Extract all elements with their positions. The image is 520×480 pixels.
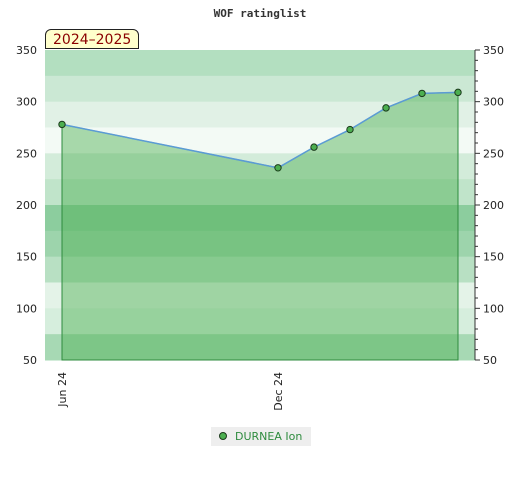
y-tick-label-right: 150	[483, 251, 504, 264]
data-point	[58, 120, 66, 129]
data-point	[274, 164, 282, 172]
y-tick-label-right: 50	[483, 354, 497, 367]
axes: 50 50 100 100 150 150 200 200 250 250 300 300 350 350…	[16, 44, 504, 411]
grid-band	[45, 230, 475, 258]
legend-marker-icon	[219, 432, 227, 440]
grid-band	[45, 256, 475, 283]
data-point	[454, 88, 462, 97]
legend: DURNEA Ion	[211, 427, 311, 446]
background-bands	[45, 50, 475, 361]
grid-band	[45, 153, 475, 180]
x-tick-label: Jun 24	[56, 372, 69, 408]
grid-band	[45, 334, 475, 361]
y-tick-label-right: 100	[483, 302, 504, 315]
grid-band	[45, 50, 475, 77]
y-tick-label-left: 50	[23, 354, 37, 367]
season-badge: 2024–2025	[45, 29, 140, 49]
data-point	[418, 89, 426, 98]
data-point	[310, 143, 318, 151]
grid-band	[45, 205, 475, 232]
y-tick-label-right: 300	[483, 96, 504, 109]
y-tick-label-right: 250	[483, 147, 504, 160]
y-tick-label-left: 200	[16, 199, 37, 212]
y-tick-label-left: 100	[16, 302, 37, 315]
y-tick-label-left: 350	[16, 44, 37, 57]
y-tick-label-right: 350	[483, 44, 504, 57]
grid-band	[45, 179, 475, 206]
grid-band	[45, 101, 475, 128]
grid-band	[45, 75, 475, 103]
series-points	[58, 88, 462, 172]
x-tick-label: Dec 24	[272, 372, 285, 411]
data-point	[382, 104, 390, 112]
grid-band	[45, 127, 475, 154]
chart-title: WOF ratinglist	[214, 7, 307, 20]
data-point	[346, 125, 354, 134]
y-tick-label-left: 250	[16, 147, 37, 160]
y-tick-label-left: 150	[16, 251, 37, 264]
legend-series-label: DURNEA Ion	[235, 430, 303, 443]
grid-band	[45, 282, 475, 309]
y-tick-label-right: 200	[483, 199, 504, 212]
y-tick-label-left: 300	[16, 96, 37, 109]
grid-band	[45, 308, 475, 335]
